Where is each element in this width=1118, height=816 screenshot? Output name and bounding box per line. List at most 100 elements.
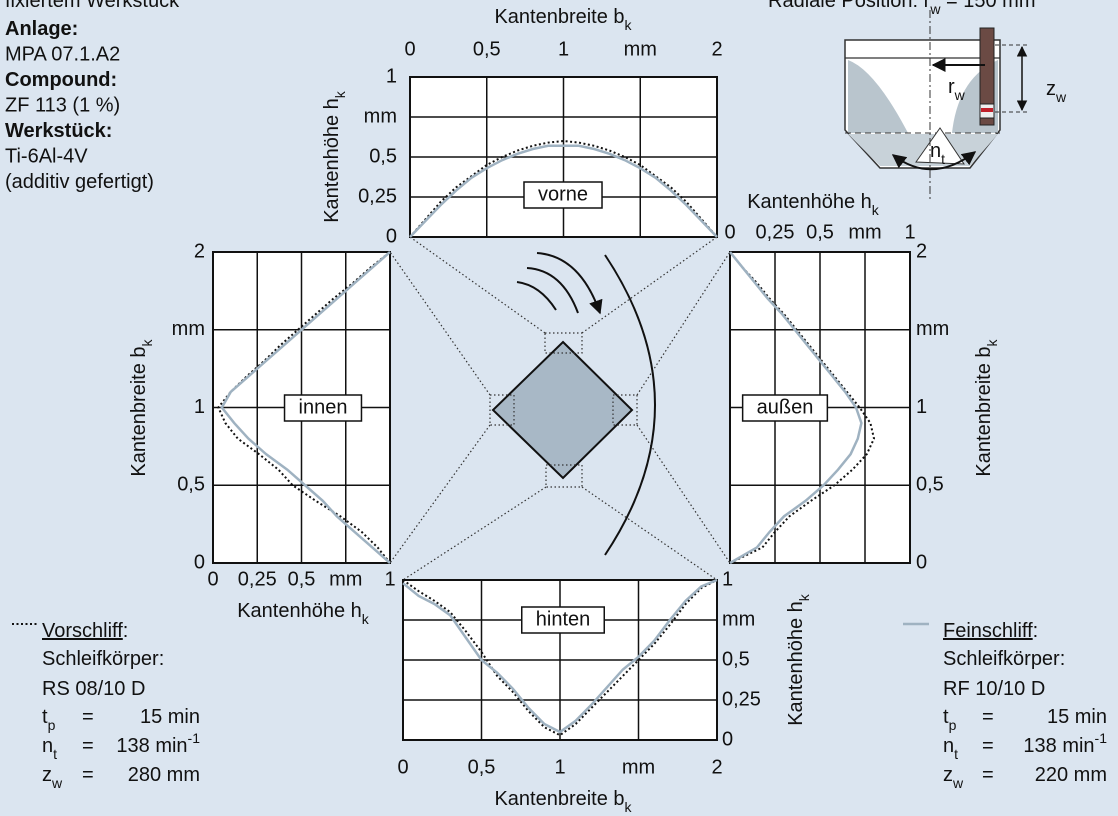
spec-heading: Compound:	[5, 69, 117, 91]
y-tick-label: 0	[207, 568, 218, 590]
spec-heading-part: Werkstück:	[5, 120, 112, 142]
legend-sep-part: =	[982, 706, 994, 728]
y-tick-label: 0	[722, 728, 733, 750]
spec-text: ZF 113 (1 %)	[5, 95, 120, 117]
legend-param-part: w	[952, 775, 964, 791]
y-tick-label: mm	[329, 568, 362, 590]
sketch-title-part: = 150 mm	[940, 0, 1035, 12]
page: fixiertem Werkstück Anlage: MPA 07.1.A2 Com…	[0, 0, 1118, 816]
y-tick-label: 0,5	[722, 648, 750, 670]
legend-sep: =	[82, 706, 94, 728]
y-tick-label: mm	[364, 105, 397, 127]
x-tick-label: 2	[194, 240, 205, 262]
legend-value: 280 mm	[128, 764, 200, 786]
x-axis-title-part: k	[625, 799, 633, 815]
legend-value-part: 280 mm	[128, 764, 200, 786]
legend-value: 220 mm	[1035, 764, 1107, 786]
legend-label: Feinschliff:	[943, 620, 1038, 642]
spec-text-part: (additiv gefertigt)	[5, 171, 154, 193]
x-axis-title-part: Kantenbreite b	[973, 346, 995, 476]
chart-title: innen	[299, 396, 348, 418]
y-axis-title-part: Kantenhöhe h	[785, 601, 807, 726]
x-tick-label: 2	[916, 240, 927, 262]
spec-heading-part: Anlage:	[5, 18, 78, 40]
y-tick-label: 0,25	[756, 221, 795, 243]
spec-text: (additiv gefertigt)	[5, 171, 154, 193]
x-tick-label: 2	[711, 756, 722, 778]
workpiece	[981, 108, 993, 112]
x-tick-label: 0	[404, 38, 415, 60]
chart-title: hinten	[536, 608, 591, 630]
y-tick-label: 0,5	[288, 568, 316, 590]
sketch-label-part: z	[1046, 78, 1056, 100]
x-tick-label: 0,5	[468, 756, 496, 778]
legend-sep-part: =	[82, 735, 94, 757]
y-tick-label: 0	[386, 225, 397, 247]
y-axis-title-part: Kantenhöhe h	[321, 98, 343, 223]
legend-sep: =	[982, 764, 994, 786]
legend-sep-part: =	[982, 764, 994, 786]
x-tick-label: mm	[172, 318, 205, 340]
y-tick-label: 0,25	[722, 688, 761, 710]
y-axis-title-part: k	[796, 593, 812, 601]
y-tick-label: mm	[722, 608, 755, 630]
y-tick-label: 1	[722, 568, 733, 590]
spec-text-part: fixiertem Werkstück	[5, 0, 180, 12]
legend-text-part: RS 08/10 D	[42, 678, 145, 700]
chart-title: vorne	[538, 183, 588, 205]
x-tick-label: 0	[397, 756, 408, 778]
legend-param-part: t	[53, 746, 57, 762]
x-tick-label: 1	[194, 396, 205, 418]
sketch-label-part: t	[941, 151, 945, 167]
x-axis-title-part: Kantenbreite b	[494, 6, 624, 28]
x-tick-label: 0	[916, 551, 927, 573]
x-tick-label: 1	[554, 756, 565, 778]
spec-text: MPA 07.1.A2	[5, 44, 120, 66]
y-axis-title-part: Kantenhöhe h	[747, 191, 872, 213]
legend-value-part: 138 min	[1023, 735, 1094, 757]
legend-sep-part: =	[982, 735, 994, 757]
legend-value-part: 15 min	[1047, 706, 1107, 728]
y-tick-label: 0,5	[369, 145, 397, 167]
legend-sep: =	[82, 764, 94, 786]
sketch-label-part: n	[930, 140, 941, 162]
spec-text-part: ZF 113 (1 %)	[5, 95, 120, 117]
x-axis-title-part: k	[625, 17, 633, 33]
x-tick-label: mm	[622, 756, 655, 778]
x-tick-label: 2	[711, 38, 722, 60]
spec-heading: Anlage:	[5, 18, 78, 40]
spec-text-part: Ti-6Al-4V	[5, 146, 88, 168]
legend-value-part: 220 mm	[1035, 764, 1107, 786]
legend-value-part: 15 min	[140, 706, 200, 728]
x-tick-label: 0,5	[177, 474, 205, 496]
spec-text-part: MPA 07.1.A2	[5, 44, 120, 66]
legend-sep: =	[82, 735, 94, 757]
legend-param-part: z	[42, 764, 52, 786]
legend-text: RS 08/10 D	[42, 678, 145, 700]
legend-label-part: :	[1033, 620, 1039, 642]
x-tick-label: 0,5	[473, 38, 501, 60]
legend-text: Schleifkörper:	[42, 648, 164, 670]
sketch-label-part: w	[954, 87, 966, 103]
legend-text: Schleifkörper:	[943, 648, 1065, 670]
x-axis-title-part: Kantenbreite b	[128, 346, 150, 476]
chart-title: außen	[757, 396, 814, 418]
x-tick-label: 0	[194, 551, 205, 573]
legend-param-part: t	[954, 746, 958, 762]
sketch-label-part: w	[1055, 89, 1067, 105]
y-tick-label: 0	[724, 221, 735, 243]
x-tick-label: 1	[558, 38, 569, 60]
y-tick-label: 1	[384, 568, 395, 590]
legend-value-part: -1	[188, 730, 201, 746]
spec-heading-part: Compound:	[5, 69, 117, 91]
sketch-title-part: Radiale Position: r	[768, 0, 931, 12]
legend-value-part: -1	[1095, 730, 1108, 746]
figure: fixiertem Werkstück Anlage: MPA 07.1.A2 Com…	[0, 0, 1118, 816]
legend-param-part: w	[51, 775, 63, 791]
legend-sep: =	[982, 735, 994, 757]
legend-text: RF 10/10 D	[943, 678, 1045, 700]
legend-value: 15 min	[1047, 706, 1107, 728]
spec-text: fixiertem Werkstück	[5, 0, 180, 12]
legend-text-part: RF 10/10 D	[943, 678, 1045, 700]
legend-param-part: p	[48, 717, 56, 733]
